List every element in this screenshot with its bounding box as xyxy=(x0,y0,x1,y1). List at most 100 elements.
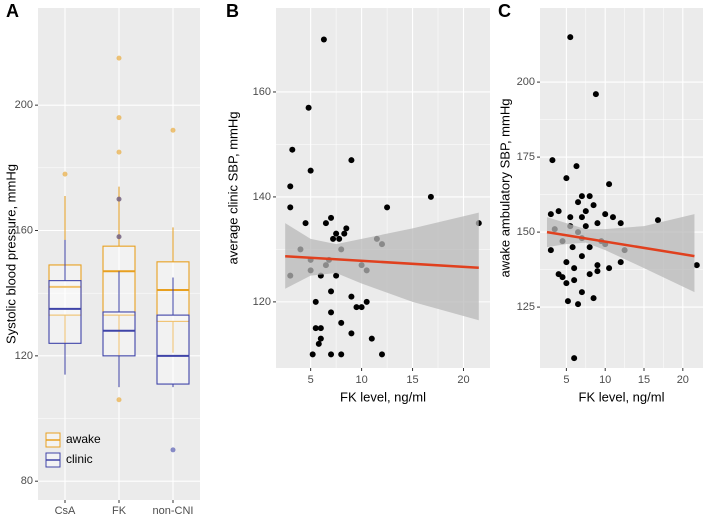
point xyxy=(567,214,574,221)
legend-label: clinic xyxy=(66,452,93,466)
y-tick-label: 200 xyxy=(517,76,535,88)
point xyxy=(590,202,597,209)
point xyxy=(586,244,593,251)
point xyxy=(312,298,319,305)
y-tick-label: 140 xyxy=(253,191,271,203)
point xyxy=(330,235,337,242)
point xyxy=(578,214,585,221)
point xyxy=(594,262,601,269)
point xyxy=(592,91,599,98)
point xyxy=(328,288,335,295)
y-axis-title: average clinic SBP, mmHg xyxy=(225,112,240,265)
point xyxy=(654,217,661,224)
point xyxy=(578,253,585,260)
point xyxy=(317,335,324,342)
point xyxy=(555,208,562,215)
point xyxy=(363,298,370,305)
point xyxy=(336,235,343,242)
outlier xyxy=(116,55,122,61)
panel-label: B xyxy=(226,1,239,21)
point xyxy=(378,351,385,358)
point xyxy=(547,211,554,218)
point xyxy=(571,277,578,284)
outlier xyxy=(116,196,122,202)
point xyxy=(333,272,340,279)
legend-label: awake xyxy=(66,432,101,446)
point xyxy=(333,230,340,237)
y-tick-label: 175 xyxy=(517,151,535,163)
y-tick-label: 200 xyxy=(15,99,33,111)
point xyxy=(343,225,350,232)
point xyxy=(606,181,613,188)
box xyxy=(156,314,190,385)
x-tick-label: 15 xyxy=(638,374,650,386)
point xyxy=(328,214,335,221)
point xyxy=(575,199,582,206)
point xyxy=(309,351,316,358)
point xyxy=(338,351,345,358)
confidence-band xyxy=(285,212,479,321)
point xyxy=(287,183,294,190)
point xyxy=(315,340,322,347)
outlier xyxy=(116,149,122,155)
point xyxy=(358,304,365,311)
box xyxy=(102,311,136,357)
point xyxy=(571,265,578,272)
point xyxy=(328,351,335,358)
point xyxy=(427,193,434,200)
outlier xyxy=(116,115,122,121)
point xyxy=(549,157,556,164)
x-tick-label: 10 xyxy=(355,374,367,386)
point xyxy=(563,259,570,266)
point xyxy=(348,330,355,337)
y-tick-label: 125 xyxy=(517,301,535,313)
point xyxy=(312,325,319,332)
y-tick-label: 120 xyxy=(253,296,271,308)
point xyxy=(602,211,609,218)
x-axis-title: FK level, ng/ml xyxy=(579,389,665,404)
point xyxy=(609,214,616,221)
fit-line xyxy=(285,254,479,270)
box xyxy=(48,280,82,344)
point xyxy=(341,230,348,237)
point xyxy=(320,36,327,43)
outlier xyxy=(116,397,122,403)
point xyxy=(578,193,585,200)
panel-label: C xyxy=(498,1,511,21)
point xyxy=(582,208,589,215)
x-tick-label: CsA xyxy=(55,505,76,517)
outlier xyxy=(170,127,176,133)
y-tick-label: 80 xyxy=(21,475,33,487)
plot-background xyxy=(540,8,703,368)
x-tick-label: non-CNI xyxy=(153,505,194,517)
point xyxy=(307,167,314,174)
point xyxy=(571,355,578,362)
y-axis-title: awake ambulatory SBP, mmHg xyxy=(497,99,512,278)
point xyxy=(575,301,582,308)
point xyxy=(567,34,574,41)
point xyxy=(287,204,294,211)
x-tick-label: FK xyxy=(112,505,127,517)
y-axis-title: Systolic blood pressure, mmHg xyxy=(3,164,18,344)
y-tick-label: 160 xyxy=(253,86,271,98)
point xyxy=(547,247,554,254)
point xyxy=(563,175,570,182)
point xyxy=(353,304,360,311)
point xyxy=(586,193,593,200)
point xyxy=(594,220,601,227)
x-tick-label: 5 xyxy=(308,374,314,386)
point xyxy=(302,220,309,227)
point xyxy=(368,335,375,342)
panel-label: A xyxy=(6,1,19,21)
y-tick-label: 120 xyxy=(15,350,33,362)
x-tick-label: 5 xyxy=(563,374,569,386)
fit-line xyxy=(546,230,695,258)
outlier xyxy=(170,447,176,453)
point xyxy=(586,271,593,278)
point xyxy=(606,265,613,272)
point xyxy=(305,104,312,111)
x-tick-label: 15 xyxy=(406,374,418,386)
point xyxy=(573,163,580,170)
x-tick-label: 20 xyxy=(677,374,689,386)
